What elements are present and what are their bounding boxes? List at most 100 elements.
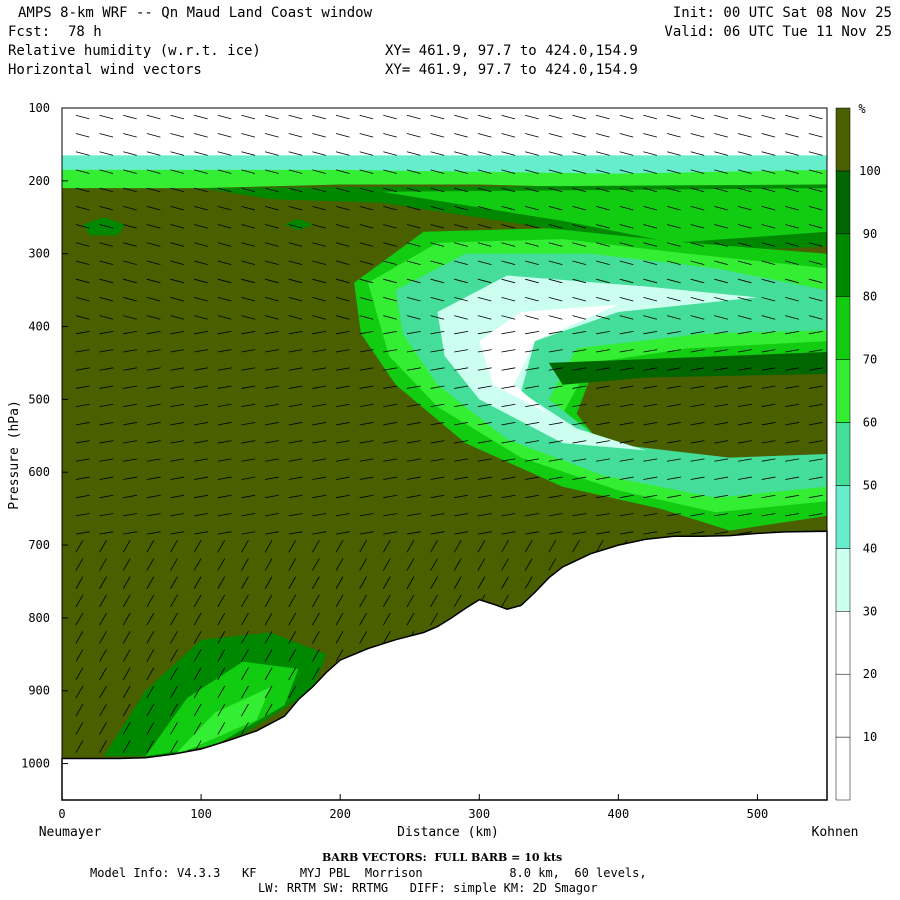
wind-barb	[808, 385, 823, 389]
wind-barb	[312, 297, 326, 302]
wind-barb	[430, 494, 445, 499]
y-tick-label: 400	[28, 320, 50, 334]
wind-barb	[335, 349, 350, 353]
wind-barb	[288, 667, 297, 681]
wind-barb	[619, 385, 634, 389]
wind-barb	[619, 531, 634, 535]
wind-barb	[501, 513, 516, 517]
wind-barb	[75, 260, 90, 265]
wind-barb	[596, 297, 610, 302]
wind-barb	[75, 367, 90, 371]
wind-barb	[217, 594, 226, 608]
wind-barb	[146, 297, 161, 302]
wind-barb	[525, 403, 540, 408]
terrain-surface	[61, 530, 828, 801]
wind-barb	[596, 385, 610, 389]
wind-barb	[548, 133, 563, 138]
wind-barb	[666, 133, 681, 138]
y-tick-label: 300	[28, 247, 50, 261]
wind-barb	[217, 367, 232, 371]
valid-time: Valid: 06 UTC Tue 11 Nov 25	[664, 24, 892, 40]
wind-barb	[572, 513, 587, 517]
wind-barb	[714, 531, 729, 535]
wind-barb	[761, 187, 776, 193]
wind-barb	[335, 540, 344, 553]
wind-barb	[406, 458, 421, 462]
wind-barb	[619, 422, 634, 426]
wind-barb	[122, 594, 131, 608]
y-tick-label: 600	[28, 465, 50, 479]
wind-barb	[406, 242, 421, 247]
wind-barb	[643, 205, 658, 211]
wind-barb	[288, 297, 303, 302]
wind-barb	[75, 722, 84, 735]
wind-barb	[288, 114, 303, 120]
wind-barb	[761, 513, 776, 517]
wind-barb	[288, 151, 303, 156]
wind-barb	[312, 540, 320, 553]
wind-barb	[690, 114, 705, 120]
wind-barb	[265, 494, 279, 499]
wind-barb	[241, 169, 256, 174]
wind-barb	[217, 133, 232, 138]
wind-barb	[477, 576, 486, 589]
wind-barb	[288, 278, 303, 284]
wind-barb	[501, 422, 516, 426]
wind-barb	[619, 494, 634, 499]
wind-barb	[122, 722, 131, 735]
wind-barb	[666, 205, 681, 211]
wind-barb	[737, 260, 752, 265]
wind-barb	[501, 133, 516, 138]
wind-barb	[170, 133, 185, 138]
wind-barb	[761, 315, 776, 320]
wind-barb	[335, 440, 350, 444]
wind-barb	[288, 494, 303, 499]
wind-barb	[359, 330, 374, 335]
wind-barb	[99, 703, 107, 717]
wind-barb	[454, 458, 469, 462]
wind-barbs	[75, 114, 823, 753]
wind-barb	[501, 297, 516, 302]
wind-barb	[454, 169, 468, 174]
wind-barb	[264, 114, 279, 120]
wind-barb	[359, 540, 368, 553]
wind-barb	[99, 458, 114, 462]
y-tick-label: 700	[28, 538, 50, 552]
wind-barb	[99, 403, 114, 408]
wind-barb	[194, 169, 208, 174]
wind-barb	[359, 494, 374, 499]
wind-barb	[312, 205, 326, 211]
wind-barb	[382, 631, 391, 644]
wind-barb	[75, 422, 90, 426]
wind-barb	[406, 133, 421, 138]
wind-barb	[335, 260, 350, 265]
wind-barb	[146, 476, 161, 480]
wind-barb	[265, 403, 279, 408]
wind-barb	[619, 205, 634, 211]
y-tick-label: 200	[28, 174, 50, 188]
wind-barb	[453, 594, 462, 608]
wind-barb	[525, 205, 539, 211]
wind-barb	[619, 133, 634, 138]
wind-barb	[194, 151, 208, 156]
wind-barb	[217, 540, 226, 553]
wind-barb	[525, 224, 539, 229]
wind-barb	[714, 133, 728, 138]
wind-barb	[123, 114, 137, 120]
wind-barb	[737, 367, 752, 371]
wind-barb	[501, 242, 516, 247]
wind-barb	[265, 513, 279, 517]
wind-barb	[666, 330, 681, 335]
wind-barb	[264, 667, 273, 681]
colorbar-bin	[835, 485, 851, 549]
wind-barb	[264, 133, 279, 138]
wind-barb	[264, 151, 279, 156]
wind-barb	[548, 330, 563, 335]
wind-barb	[524, 540, 533, 553]
wind-barb	[170, 242, 185, 247]
wind-barb	[146, 440, 161, 444]
wind-barb	[619, 476, 634, 480]
wind-barb	[525, 440, 540, 444]
x-tick-label: 400	[608, 807, 630, 821]
